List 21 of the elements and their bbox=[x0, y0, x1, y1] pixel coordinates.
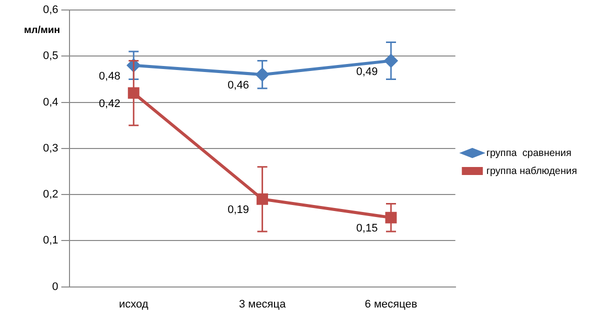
point bbox=[128, 87, 140, 99]
point bbox=[256, 193, 268, 205]
data-label: 0,49 bbox=[356, 66, 378, 78]
data-label: 0,48 bbox=[98, 70, 120, 82]
y-tick-label: 0,2 bbox=[42, 188, 58, 201]
data-label: 0,19 bbox=[228, 204, 250, 216]
data-label: 0,15 bbox=[356, 222, 378, 235]
y-tick-label: 0,3 bbox=[42, 142, 58, 154]
y-tick-label: 0,1 bbox=[42, 234, 58, 247]
x-tick-label: исход bbox=[118, 298, 149, 310]
data-label: 0,46 bbox=[228, 80, 250, 92]
y-tick-label: 0,5 bbox=[42, 50, 58, 62]
y-tick-label: 0,6 bbox=[42, 4, 58, 16]
legend-label: группа наблюдения bbox=[486, 166, 578, 177]
x-tick-label: 3 месяца bbox=[238, 298, 287, 310]
x-tick-label: 6 месяцев bbox=[364, 298, 418, 310]
y-axis-title: мл/мин bbox=[24, 24, 60, 36]
data-label: 0,42 bbox=[98, 98, 120, 110]
y-tick-label: 0 bbox=[52, 280, 58, 293]
legend-label: группа сравнения bbox=[486, 148, 572, 159]
y-tick-label: 0,4 bbox=[42, 96, 58, 108]
